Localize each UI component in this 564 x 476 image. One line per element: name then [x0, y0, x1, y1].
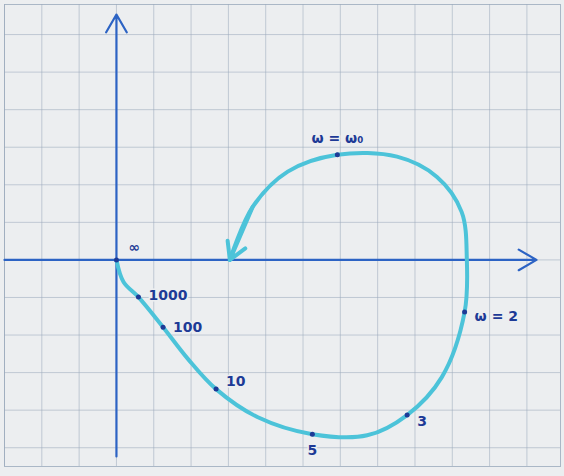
svg-text:∞: ∞ — [128, 239, 140, 255]
svg-text:3: 3 — [417, 413, 427, 429]
svg-text:100: 100 — [173, 319, 202, 335]
svg-text:5: 5 — [307, 442, 317, 458]
svg-text:10: 10 — [226, 373, 246, 389]
svg-text:ω = 2: ω = 2 — [475, 308, 518, 324]
svg-text:1000: 1000 — [148, 287, 187, 303]
svg-text:ω = ω₀: ω = ω₀ — [311, 130, 363, 146]
